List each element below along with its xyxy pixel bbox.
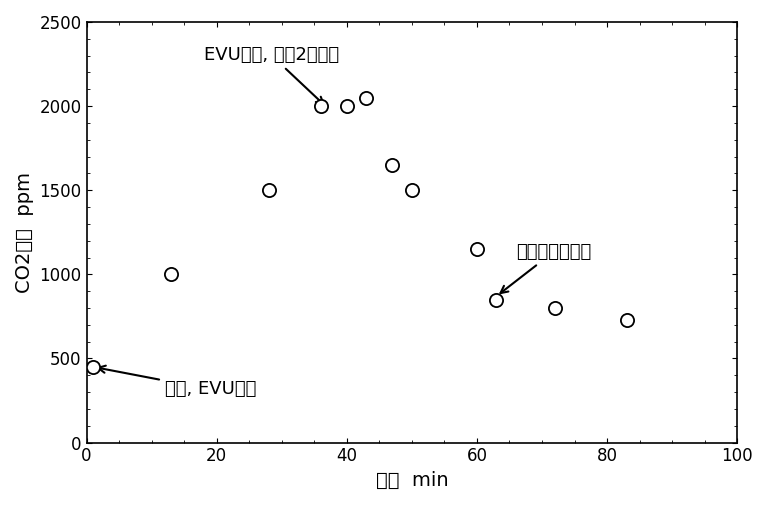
X-axis label: 時間  min: 時間 min bbox=[376, 471, 449, 490]
Point bbox=[87, 363, 99, 371]
Point bbox=[621, 316, 633, 324]
Point bbox=[165, 270, 177, 278]
Point bbox=[386, 161, 399, 169]
Point bbox=[315, 102, 327, 110]
Text: 密閉, EVU無し: 密閉, EVU無し bbox=[98, 366, 256, 398]
Point bbox=[549, 304, 561, 312]
Text: 室内ファン作動: 室内ファン作動 bbox=[501, 243, 591, 293]
Point bbox=[471, 245, 483, 253]
Point bbox=[490, 295, 502, 304]
Point bbox=[406, 186, 418, 194]
Point bbox=[360, 93, 372, 102]
Text: EVU作動, ドア2箇所開: EVU作動, ドア2箇所開 bbox=[204, 46, 339, 105]
Point bbox=[263, 186, 275, 194]
Y-axis label: CO2濃度  ppm: CO2濃度 ppm bbox=[15, 172, 34, 293]
Point bbox=[341, 102, 353, 110]
